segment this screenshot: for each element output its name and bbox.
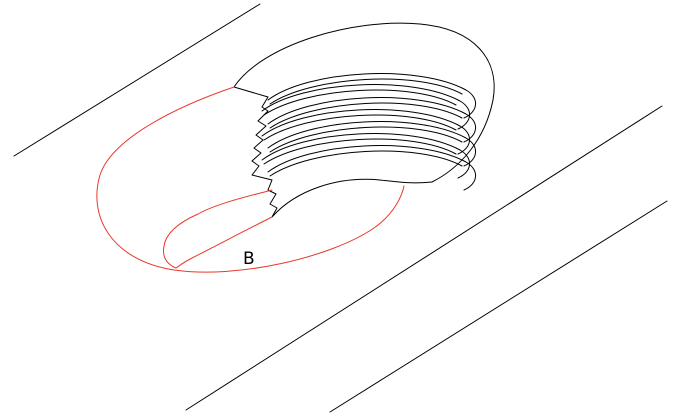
thread-arc: [267, 73, 476, 119]
thread-arc: [267, 145, 476, 191]
highlight-outer-curve: [96, 86, 405, 273]
highlight-inner-curve-2: [175, 216, 273, 269]
thread-arc-inner: [263, 89, 457, 116]
thread-arc-inner: [269, 78, 463, 105]
thread-arc: [267, 121, 476, 167]
thread-arc-inner: [269, 126, 463, 153]
highlight-inner-curve: [163, 189, 273, 269]
plate-edge-lower: [329, 200, 668, 413]
plate-edge-middle: [185, 105, 663, 411]
thread-arc-inner: [269, 150, 463, 177]
plate-edge-upper: [13, 3, 261, 157]
bore-bottom-arc: [271, 178, 433, 218]
plate-edges: [13, 3, 668, 413]
thread-arcs: [261, 73, 476, 191]
thread-arc: [261, 133, 470, 179]
highlighted-face: [96, 86, 405, 273]
section-break-line: [233, 86, 278, 218]
label-b: B: [243, 249, 255, 269]
thread-arc: [261, 84, 470, 130]
thread-arc-inner: [269, 102, 463, 129]
thread-arc-inner: [263, 114, 457, 141]
thread-arc: [267, 97, 476, 143]
hole-outer-arc: [233, 22, 495, 183]
thread-arc: [261, 109, 470, 155]
thread-arc-inner: [263, 138, 457, 165]
